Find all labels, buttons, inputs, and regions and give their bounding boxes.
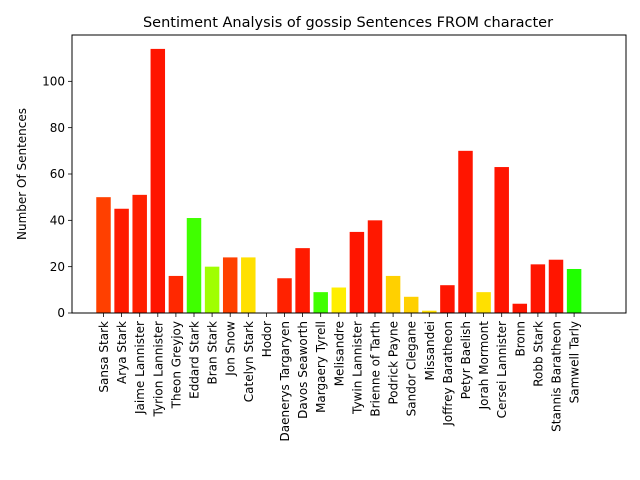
x-tick-label-podrick-payne: Podrick Payne [387, 321, 401, 405]
x-tick-label-stannis-baratheon: Stannis Baratheon [550, 321, 564, 432]
bar-bran-stark [204, 266, 220, 313]
bar-bronn [512, 303, 528, 313]
x-tick-label-tyrion-lannister: Tyrion Lannister [151, 321, 165, 418]
y-tick-label-80: 80 [50, 121, 65, 135]
bar-petyr-baelish [458, 150, 473, 313]
bar-cersei-lannister [494, 167, 509, 313]
x-tick-label-missandei: Missandei [423, 321, 437, 380]
bar-margaery-tyrell [313, 292, 328, 313]
bar-melisandre [331, 287, 347, 313]
x-tick-label-bran-stark: Bran Stark [206, 321, 220, 385]
x-tick-label-brienne-of-tarth: Brienne of Tarth [369, 321, 383, 417]
x-tick-label-sandor-clegane: Sandor Clegane [405, 321, 419, 416]
x-tick-label-arya-stark: Arya Stark [115, 321, 129, 384]
x-tick-label-robb-stark: Robb Stark [531, 321, 545, 387]
bar-catelyn-stark [241, 257, 256, 313]
y-tick-label-60: 60 [50, 167, 65, 181]
bar-daenerys-targaryen [277, 278, 292, 313]
x-tick-label-tywin-lannister: Tywin Lannister [350, 321, 364, 415]
y-axis-label: Number Of Sentences [15, 108, 29, 240]
bar-stannis-baratheon [548, 259, 564, 313]
x-tick-label-eddard-stark: Eddard Stark [188, 321, 202, 399]
y-tick-label-100: 100 [42, 75, 65, 89]
x-tick-label-cersei-lannister: Cersei Lannister [495, 321, 509, 418]
x-tick-label-jaime-lannister: Jaime Lannister [133, 321, 147, 415]
y-axis: 0 20 40 60 80 100 [42, 75, 72, 320]
x-tick-label-joffrey-baratheon: Joffrey Baratheon [441, 321, 455, 427]
x-tick-label-daenerys-targaryen: Daenerys Targaryen [278, 321, 292, 441]
bar-missandei [422, 310, 437, 313]
bar-tyrion-lannister [150, 48, 166, 314]
y-tick-label-40: 40 [50, 214, 65, 228]
x-tick-label-sansa-stark: Sansa Stark [97, 321, 111, 393]
x-tick-label-petyr-baelish: Petyr Baelish [459, 321, 473, 399]
x-tick-label-jorah-mormont: Jorah Mormont [477, 321, 491, 411]
bar-sandor-clegane [403, 296, 419, 313]
bar-robb-stark [530, 264, 546, 313]
bar-arya-stark [114, 208, 129, 313]
bar-samwell-tarly [566, 268, 582, 313]
chart-title: Sentiment Analysis of gossip Sentences F… [143, 15, 553, 31]
bar-brienne-of-tarth [367, 220, 383, 313]
bar-theon-greyjoy [168, 275, 184, 313]
x-tick-label-jon-snow: Jon Snow [224, 321, 238, 377]
y-tick-label-0: 0 [57, 306, 65, 320]
bar-davos-seaworth [295, 248, 310, 313]
bar-podrick-payne [385, 275, 401, 313]
x-tick-label-catelyn-stark: Catelyn Stark [242, 321, 256, 402]
bar-eddard-stark [186, 218, 202, 313]
bar-sansa-stark [96, 197, 111, 313]
x-tick-label-samwell-tarly: Samwell Tarly [568, 321, 582, 403]
x-tick-label-bronn: Bronn [513, 321, 527, 356]
x-tick-label-margaery-tyrell: Margaery Tyrell [314, 321, 328, 413]
x-axis: Sansa Stark Arya Stark Jaime Lannister Tyri… [97, 313, 582, 441]
bar-jon-snow [222, 257, 238, 313]
bar-jorah-mormont [476, 292, 491, 313]
x-tick-label-hodor: Hodor [260, 321, 274, 357]
x-tick-label-melisandre: Melisandre [332, 321, 346, 386]
plot-frame [71, 34, 627, 314]
x-tick-label-theon-greyjoy: Theon Greyjoy [169, 321, 183, 409]
bar-tywin-lannister [349, 231, 365, 313]
bar-joffrey-baratheon [440, 285, 455, 313]
bars-group [96, 48, 582, 314]
y-tick-label-20: 20 [50, 260, 65, 274]
bar-jaime-lannister [132, 194, 147, 313]
x-tick-label-davos-seaworth: Davos Seaworth [296, 321, 310, 419]
